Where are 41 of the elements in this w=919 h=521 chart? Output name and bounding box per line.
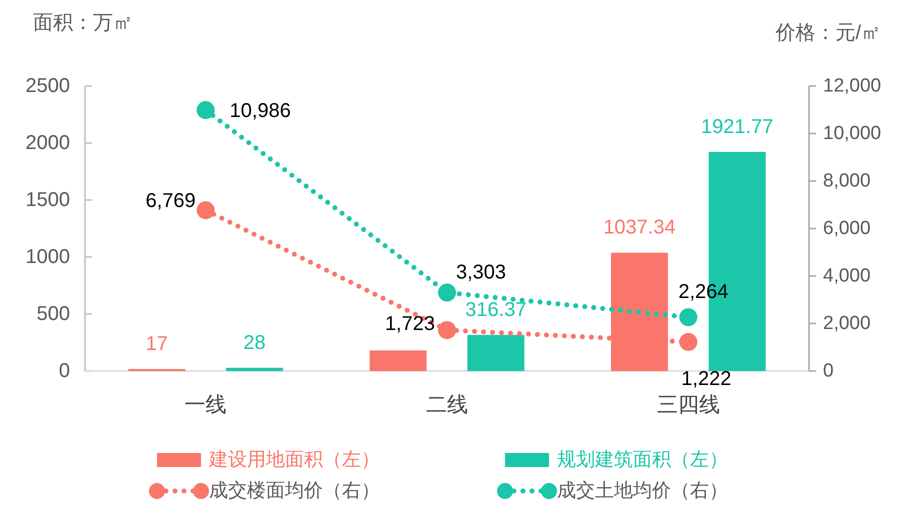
y-tick-label: 1000 (26, 246, 70, 268)
point (679, 332, 698, 351)
y-tick-label: 2500 (26, 75, 70, 97)
point (438, 284, 456, 302)
x-tick-label: 一线 (184, 394, 227, 416)
data-label: 316.37 (465, 298, 526, 321)
legend-label: 规划建筑面积（左） (557, 450, 728, 470)
x-tick-label: 二线 (426, 394, 468, 416)
y2-tick-label: 2,000 (823, 313, 871, 334)
y2-axis-title: 价格：元/㎡ (774, 22, 881, 44)
legend-label: 建设用地面积（左） (208, 450, 380, 470)
bar (226, 368, 284, 371)
y2-tick-label: 10,000 (823, 123, 882, 144)
data-label: 1,222 (681, 368, 732, 390)
point (679, 308, 698, 326)
x-tick-label: 三四线 (656, 394, 720, 416)
data-label: 17 (146, 333, 168, 356)
y2-tick-label: 0 (823, 360, 834, 382)
legend-label: 成交土地均价（右） (557, 480, 728, 502)
point (196, 201, 215, 220)
data-label: 1037.34 (603, 216, 676, 239)
data-label: 6,769 (146, 190, 196, 212)
point (438, 321, 456, 340)
y2-tick-label: 4,000 (823, 266, 871, 286)
bar (370, 350, 427, 371)
y-tick-label: 2000 (26, 132, 70, 154)
data-label: 1921.77 (701, 116, 774, 138)
data-label: 3,303 (456, 262, 506, 284)
point (196, 101, 215, 120)
y-tick-label: 500 (36, 303, 70, 325)
y2-tick-label: 6,000 (823, 218, 871, 239)
bar (467, 334, 524, 371)
data-label: 10,986 (230, 100, 291, 122)
y-tick-label: 1500 (26, 189, 70, 211)
y-tick-label: 0 (58, 360, 70, 382)
legend-label: 成交楼面均价（右） (209, 480, 380, 502)
data-label: 1,723 (384, 313, 435, 336)
y-axis-title: 面积：万㎡ (33, 12, 133, 34)
y2-tick-label: 8,000 (823, 170, 871, 192)
y2-tick-label: 12,000 (823, 76, 882, 96)
data-label: 28 (243, 332, 266, 354)
